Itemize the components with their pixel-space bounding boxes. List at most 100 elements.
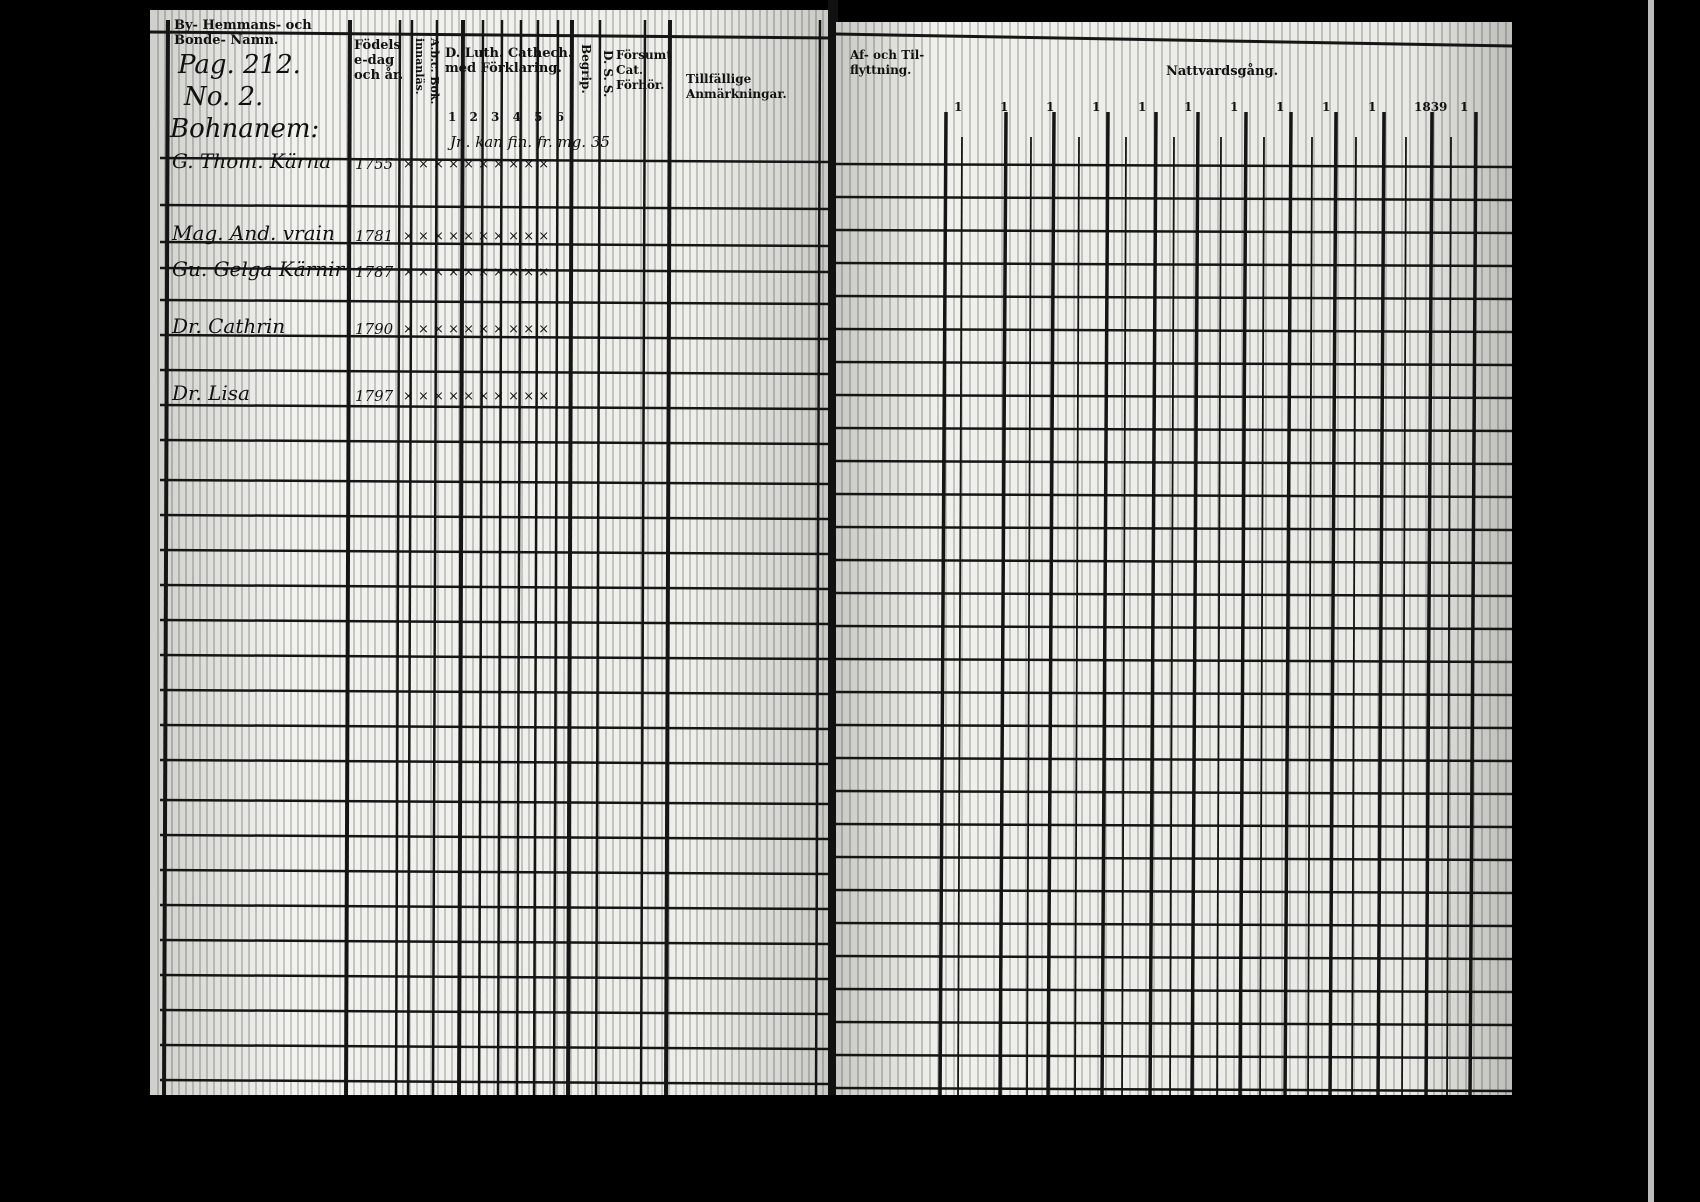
row-rule	[159, 868, 830, 876]
row-rule	[836, 723, 1512, 730]
header-begrip-column: Begrip.	[579, 44, 593, 94]
entry-examination-marks: × × × × × × × × × ×	[403, 322, 550, 337]
row-rule	[836, 756, 1512, 763]
entry-birth-year: 1755	[355, 155, 394, 173]
entry-examination-marks: × × × × × × × × × ×	[403, 157, 550, 172]
top-rule	[150, 30, 830, 40]
row-rule	[159, 548, 830, 556]
communion-column-number: 1839	[1414, 100, 1448, 114]
column-rule	[1046, 111, 1056, 1100]
column-rule	[532, 19, 540, 1100]
row-rule	[159, 1008, 830, 1016]
sub-column-rule	[1401, 136, 1407, 1100]
row-rule	[159, 938, 830, 946]
row-rule	[836, 228, 1512, 235]
communion-column-number: 1	[1230, 100, 1239, 114]
right-register-page: Af- och Til- flyttning. Nattvardsgång. 1…	[836, 22, 1512, 1100]
column-rule	[1190, 111, 1200, 1100]
header-catechism-column: D. Luth. Cathech. med Förklaring.	[445, 46, 573, 76]
header-birth-column: Födelse-dag och år.	[354, 38, 404, 83]
row-rule	[836, 888, 1512, 895]
column-rule	[998, 111, 1008, 1100]
row-rule	[159, 723, 830, 731]
sub-column-rule	[1121, 136, 1127, 1100]
column-rule	[664, 19, 672, 1100]
entry-birth-year: 1790	[355, 320, 394, 338]
handwritten-heading: Bohnanem:	[170, 114, 320, 144]
column-rule	[566, 19, 574, 1100]
communion-column-number: 1	[1138, 100, 1147, 114]
scan-bottom-shadow	[0, 1095, 1700, 1202]
communion-column-number: 1	[954, 100, 963, 114]
column-rule	[1424, 111, 1434, 1100]
communion-column-number: 1	[1000, 100, 1009, 114]
column-rule	[1100, 111, 1110, 1100]
row-rule	[836, 459, 1512, 466]
row-rule	[159, 1043, 830, 1051]
row-rule	[836, 822, 1512, 829]
sub-column-rule	[1446, 136, 1452, 1100]
column-rule	[406, 19, 414, 1100]
entry-birth-year: 1781	[355, 227, 394, 245]
row-rule	[159, 973, 830, 981]
row-rule	[159, 618, 830, 626]
communion-column-number: 1	[1322, 100, 1331, 114]
entry-name: Dr. Cathrin	[172, 314, 286, 338]
row-rule	[159, 333, 830, 341]
entry-name: Gu. Gelga Kärnir	[172, 257, 345, 281]
column-rule	[1238, 111, 1248, 1100]
column-rule	[431, 19, 439, 1100]
row-rule	[836, 360, 1512, 367]
row-rule	[836, 162, 1512, 169]
row-rule	[159, 758, 830, 766]
column-rule	[1283, 111, 1293, 1100]
book-gutter	[828, 0, 838, 1100]
row-rule	[159, 368, 830, 376]
left-register-page: By- Hemmans- och Bonde- Namn. Födelse-da…	[150, 10, 830, 1100]
row-rule	[836, 327, 1512, 334]
entry-birth-year: 1787	[355, 263, 394, 281]
row-rule	[836, 393, 1512, 400]
column-rule	[639, 19, 647, 1100]
column-rule	[394, 19, 402, 1100]
row-rule	[836, 954, 1512, 961]
entry-examination-marks: × × × × × × × × × ×	[403, 389, 550, 404]
sub-column-rule	[1216, 136, 1222, 1100]
column-rule	[515, 19, 523, 1100]
row-rule	[836, 987, 1512, 994]
handwritten-page-number: Pag. 212.	[178, 50, 301, 80]
top-rule	[836, 32, 1512, 48]
row-rule	[836, 558, 1512, 565]
column-rule	[1376, 111, 1386, 1100]
column-rule	[938, 111, 948, 1100]
row-rule	[836, 1053, 1512, 1060]
row-rule	[836, 624, 1512, 631]
row-rule	[159, 833, 830, 841]
column-rule	[594, 19, 602, 1100]
handwritten-number: No. 2.	[184, 82, 264, 112]
header-forsumt-column: Försumt Cat. Förhör.	[616, 48, 672, 92]
row-rule	[836, 426, 1512, 433]
row-rule	[159, 513, 830, 521]
row-rule	[836, 921, 1512, 928]
row-rule	[836, 195, 1512, 202]
row-rule	[159, 798, 830, 806]
sub-column-rule	[1169, 136, 1175, 1100]
row-rule	[836, 657, 1512, 664]
scan-edge	[1648, 0, 1654, 1202]
row-rule	[159, 688, 830, 696]
column-rule	[496, 19, 504, 1100]
entry-name: Dr. Lisa	[172, 381, 250, 405]
catechism-numbers: 1 2 3 4 5 6	[448, 110, 564, 124]
entry-remark: Jn. kan fin. fr. mg. 35	[450, 133, 610, 151]
header-communion-column: Nattvardsgång.	[1166, 64, 1279, 79]
header-abc-column: A.b.c. Bok. innanläs.	[413, 38, 441, 105]
row-rule	[159, 403, 830, 411]
row-rule	[159, 203, 830, 211]
row-rule	[836, 261, 1512, 268]
row-rule	[836, 855, 1512, 862]
column-rule	[814, 19, 822, 1100]
sub-column-rule	[1307, 136, 1313, 1100]
column-rule	[1328, 111, 1338, 1100]
sub-column-rule	[1259, 136, 1265, 1100]
